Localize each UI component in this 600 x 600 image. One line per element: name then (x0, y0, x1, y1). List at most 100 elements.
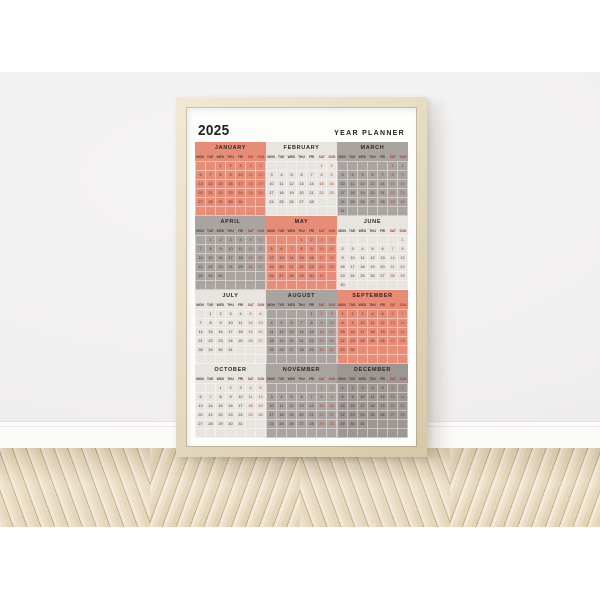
date-cell: 17 (267, 411, 277, 420)
date-cell: 10 (338, 180, 348, 189)
date-cell: 10 (267, 402, 277, 411)
weekday-label: TUE (278, 229, 285, 233)
date-cell: 11 (368, 393, 378, 402)
date-cell: 23 (226, 411, 236, 420)
dates-grid: 1 2 3 4 5 6 7 8 9 10 11 12 13 14 15 16 17 18 19 20 21 22 23 24 2… (266, 383, 337, 438)
date-cell: 24 (267, 420, 277, 429)
weekday-header-row: MON TUE WED THU FRI SAT SUN (266, 154, 337, 161)
date-cell: 4 (246, 384, 256, 393)
empty-cell (256, 429, 266, 438)
date-cell: 5 (256, 384, 266, 393)
month-august: AUGUST MON TUE WED THU FRI SAT SUN 1 2 3 4 5 6 7 8 9 10 11… (266, 290, 337, 364)
date-cell: 7 (287, 245, 297, 254)
empty-cell (327, 429, 337, 438)
date-cell: 12 (287, 402, 297, 411)
empty-cell (206, 281, 216, 290)
date-cell: 30 (307, 272, 317, 281)
weekday-label: FRI (309, 229, 315, 233)
date-cell: 15 (388, 180, 398, 189)
empty-cell (297, 207, 307, 216)
date-cell: 29 (206, 346, 216, 355)
date-cell: 21 (307, 189, 317, 198)
date-cell: 4 (236, 310, 246, 319)
date-cell: 2 (317, 310, 327, 319)
date-cell: 8 (338, 393, 348, 402)
date-cell: 15 (317, 402, 327, 411)
date-cell: 14 (287, 254, 297, 263)
empty-cell (388, 281, 398, 290)
date-cell: 25 (358, 272, 368, 281)
date-cell: 28 (388, 272, 398, 281)
empty-cell (307, 207, 317, 216)
date-cell: 8 (307, 319, 317, 328)
room-photo: 2025 YEAR PLANNER JANUARY MON TUE WED THU FRI… (0, 72, 600, 527)
empty-cell (196, 281, 206, 290)
date-cell: 26 (287, 420, 297, 429)
empty-cell (226, 207, 236, 216)
date-cell: 24 (358, 411, 368, 420)
weekday-label: SAT (318, 155, 325, 159)
date-cell: 15 (216, 402, 226, 411)
date-cell: 12 (378, 319, 388, 328)
dates-grid: 1 2 3 4 5 6 7 8 9 10 11 12 13 14 15 16 17 18 19 20 21 22 23 24 2… (337, 309, 408, 364)
empty-cell (236, 429, 246, 438)
empty-cell (317, 355, 327, 364)
date-cell: 11 (368, 319, 378, 328)
month-title: SEPTEMBER (352, 293, 393, 299)
date-cell: 5 (368, 245, 378, 254)
date-cell: 10 (236, 393, 246, 402)
date-cell: 10 (267, 180, 277, 189)
date-cell: 5 (287, 171, 297, 180)
weekday-label: WED (216, 377, 225, 381)
floor-plank-band (150, 448, 300, 527)
date-cell: 23 (216, 263, 226, 272)
date-cell: 12 (256, 393, 266, 402)
date-cell: 19 (246, 254, 256, 263)
date-cell: 8 (398, 245, 408, 254)
empty-cell (287, 162, 297, 171)
empty-cell (196, 429, 206, 438)
date-cell: 29 (317, 420, 327, 429)
weekday-label: FRI (380, 303, 386, 307)
empty-cell (236, 207, 246, 216)
date-cell: 12 (256, 171, 266, 180)
date-cell: 14 (307, 402, 317, 411)
date-cell: 20 (256, 254, 266, 263)
weekday-header-row: MON TUE WED THU FRI SAT SUN (195, 154, 266, 161)
empty-cell (388, 207, 398, 216)
date-cell: 24 (236, 189, 246, 198)
date-cell: 3 (327, 310, 337, 319)
date-cell: 7 (398, 384, 408, 393)
empty-cell (277, 384, 287, 393)
empty-cell (206, 429, 216, 438)
date-cell: 31 (327, 346, 337, 355)
date-cell: 7 (307, 393, 317, 402)
empty-cell (277, 281, 287, 290)
empty-cell (206, 384, 216, 393)
date-cell: 25 (277, 420, 287, 429)
date-cell: 4 (267, 319, 277, 328)
date-cell: 24 (358, 337, 368, 346)
date-cell: 13 (388, 319, 398, 328)
weekday-label: SAT (389, 229, 396, 233)
date-cell: 17 (348, 263, 358, 272)
dates-grid: 1 2 3 4 5 6 7 8 9 10 11 12 13 14 15 16 17 18 19 20 21 22 23 24 2… (266, 235, 337, 290)
date-cell: 2 (327, 162, 337, 171)
weekday-label: TUE (349, 229, 356, 233)
empty-cell (216, 429, 226, 438)
empty-cell (226, 429, 236, 438)
date-cell: 11 (348, 180, 358, 189)
date-cell: 15 (398, 254, 408, 263)
date-cell: 23 (216, 337, 226, 346)
date-cell: 9 (338, 254, 348, 263)
weekday-label: THU (298, 377, 305, 381)
date-cell: 14 (196, 254, 206, 263)
weekday-label: FRI (380, 229, 386, 233)
date-cell: 19 (287, 189, 297, 198)
date-cell: 26 (368, 272, 378, 281)
date-cell: 29 (388, 198, 398, 207)
weekday-header-row: MON TUE WED THU FRI SAT SUN (266, 228, 337, 235)
date-cell: 14 (388, 254, 398, 263)
empty-cell (196, 384, 206, 393)
empty-cell (246, 272, 256, 281)
